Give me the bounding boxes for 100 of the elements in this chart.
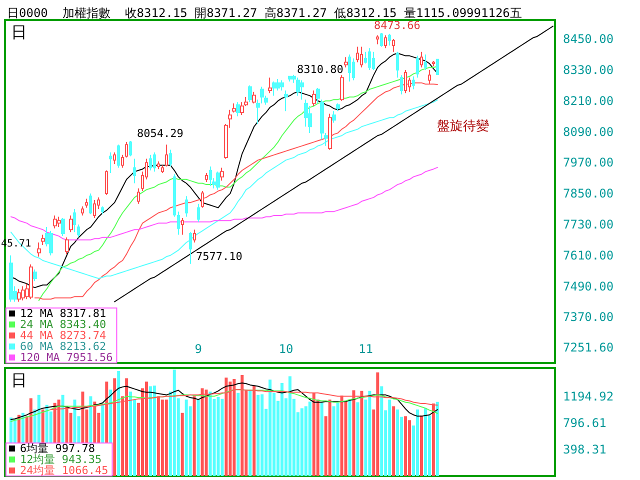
annotation: 8054.29: [137, 127, 184, 140]
candlestick: [161, 164, 164, 174]
candlestick: [268, 77, 272, 94]
candlestick: [137, 188, 140, 204]
candlestick: [33, 269, 37, 282]
candlestick: [185, 196, 188, 218]
candlestick: [101, 206, 104, 215]
annotation: 日: [11, 22, 27, 42]
candlestick: [380, 32, 383, 48]
candlestick: [165, 144, 168, 168]
candlestick: [53, 214, 57, 229]
y-tick-label: 8450.00: [563, 32, 614, 46]
candlestick: [332, 110, 336, 124]
candlestick: [69, 214, 73, 233]
candlestick: [276, 78, 280, 92]
candlestick: [157, 160, 160, 170]
candlestick: [220, 167, 224, 182]
candlestick: [29, 264, 33, 300]
bar: [300, 408, 304, 476]
candlestick: [129, 140, 132, 157]
legend-label: 24均量 1066.45: [20, 464, 108, 477]
candlestick: [392, 38, 395, 52]
candlestick: [201, 190, 204, 208]
x-tick-label: 9: [194, 342, 202, 356]
bar: [117, 370, 120, 476]
candlestick: [412, 76, 415, 90]
candlestick: [352, 58, 355, 81]
candlestick: [85, 198, 88, 208]
candlestick: [416, 55, 419, 78]
annotation: 8473.66: [374, 19, 420, 32]
candlestick: [396, 51, 399, 78]
candlestick: [149, 154, 152, 171]
bar: [392, 406, 396, 476]
candlestick: [209, 166, 212, 186]
bar: [184, 400, 188, 476]
candlestick: [77, 224, 80, 238]
candlestick: [360, 46, 363, 68]
candlestick: [272, 81, 276, 96]
candlestick: [232, 102, 236, 113]
annotation: 盤旋待變: [437, 119, 489, 134]
candlestick: [436, 58, 439, 76]
bar: [348, 400, 352, 476]
candlestick: [181, 218, 184, 236]
bar: [152, 386, 156, 476]
y-tick-label: 7370.00: [563, 310, 614, 324]
candlestick: [388, 33, 391, 46]
bar: [356, 402, 360, 476]
candlestick: [205, 172, 208, 182]
bar: [332, 406, 336, 476]
candlestick: [197, 203, 200, 222]
bar: [236, 392, 240, 476]
candlestick: [216, 171, 220, 190]
bar: [436, 402, 439, 476]
legend-label: 12 MA 8317.81: [20, 307, 106, 320]
annotation: 7577.10: [196, 250, 242, 263]
bar: [164, 400, 168, 476]
bar: [380, 386, 384, 476]
bar: [172, 370, 176, 476]
y-tick-label: 7490.00: [563, 279, 614, 294]
x-tick-label: 10: [278, 342, 294, 356]
candlestick: [280, 80, 284, 92]
bar: [256, 394, 260, 476]
y-tick-label: 7251.60: [563, 340, 614, 355]
candlestick: [49, 230, 53, 256]
legend-label: 6均量 997.78: [20, 442, 95, 455]
candlestick: [17, 288, 21, 302]
y-tick-label: 398.31: [563, 442, 606, 457]
bar: [328, 400, 332, 476]
legend-label: 24 MA 8343.40: [20, 318, 106, 331]
bar: [129, 392, 132, 476]
candlestick: [288, 76, 292, 82]
y-tick-label: 7970.00: [563, 156, 614, 170]
candlestick: [193, 229, 196, 243]
y-tick-label: 8210.00: [563, 94, 614, 108]
candlestick: [93, 200, 96, 219]
x-tick-label: 11: [358, 342, 373, 356]
candlestick: [252, 91, 256, 104]
y-tick-label: 7610.00: [563, 248, 614, 262]
y-tick-label: 8090.00: [563, 124, 614, 139]
candlestick: [400, 74, 403, 95]
y-tick-label: 1194.92: [563, 390, 614, 404]
candlestick: [9, 254, 13, 302]
candlestick: [432, 60, 435, 67]
legend-label: 120 MA 7951.56: [20, 351, 113, 364]
candlestick: [348, 54, 351, 82]
candlestick: [328, 113, 332, 150]
candlestick: [424, 54, 427, 70]
candlestick: [169, 149, 172, 168]
bar: [368, 390, 372, 476]
bar: [180, 412, 184, 476]
candlestick: [384, 34, 387, 49]
bar: [308, 402, 312, 476]
candlestick: [368, 48, 371, 70]
candlestick: [125, 142, 128, 158]
bar: [260, 394, 264, 476]
bar: [336, 402, 340, 476]
bar: [208, 392, 212, 476]
legend-label: 44 MA 8273.74: [20, 329, 106, 342]
line-series: [10, 166, 438, 240]
chart-title: 日0000 加權指數 收8312.15 開8371.27 高8371.27 低8312.15 量1115.09991126五: [7, 6, 522, 20]
